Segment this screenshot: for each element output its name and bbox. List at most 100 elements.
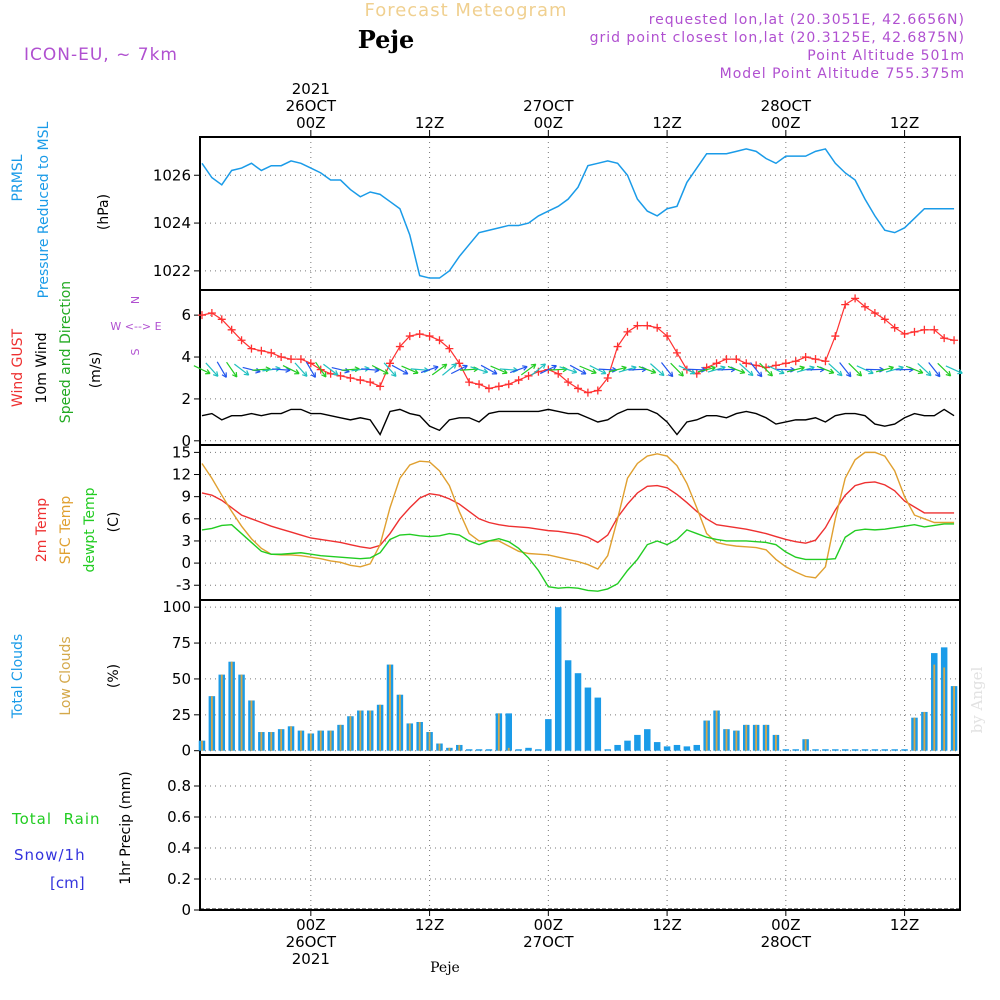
wind-arrow-shaft: [727, 365, 745, 374]
y-tick-label: 0: [181, 742, 191, 760]
pressure-line: [201, 148, 955, 279]
gust-point: [514, 376, 523, 385]
model-label: ICON-EU, ~ 7km: [24, 45, 178, 65]
y-tick-label: 1022: [153, 262, 191, 280]
low-cloud-bar: [359, 710, 362, 751]
low-cloud-bar: [953, 686, 955, 751]
wind-arrow: [650, 363, 665, 377]
gust-point: [633, 321, 642, 330]
total-cloud-bar: [465, 749, 473, 751]
wind-arrow-head: [856, 370, 863, 377]
precip-unit: 1hr Precip (mm): [118, 771, 134, 884]
low-cloud-bar: [398, 694, 401, 751]
total-cloud-bar: [564, 660, 572, 751]
bottom-time-label: 2021: [292, 950, 330, 968]
rain-label: Total Rain: [11, 810, 101, 828]
wind-arrow-shaft: [315, 361, 327, 378]
gust-point: [781, 359, 790, 368]
low-cloud-bar: [329, 730, 332, 751]
svg-text:SFC Temp: SFC Temp: [58, 496, 74, 565]
total-cloud-bar: [554, 607, 562, 751]
gust-point: [841, 300, 850, 309]
svg-text:Pressure Reduced to MSL: Pressure Reduced to MSL: [36, 121, 52, 298]
gust-point: [583, 388, 592, 397]
wind-arrow-head: [321, 371, 327, 378]
total-cloud-bar: [485, 749, 493, 751]
wind-arrow: [759, 362, 773, 377]
gust-point: [950, 336, 959, 345]
gust-point: [712, 359, 721, 368]
wind-arrow-head: [221, 372, 227, 378]
wind-arrow: [193, 365, 211, 375]
wind-arrow-head: [667, 371, 674, 378]
low-clouds-label: Low Clouds: [58, 636, 74, 715]
wind-arrow-shaft: [697, 366, 716, 373]
gust-point: [643, 321, 652, 330]
bottom-time-label: 00Z: [296, 916, 325, 934]
wind-arrow-head: [925, 370, 932, 377]
wind-arrow-head: [441, 363, 448, 370]
pressure-label: PRMSL: [10, 154, 26, 201]
wind-arrow-shaft: [856, 365, 874, 374]
wind-arrow-shaft: [361, 368, 380, 371]
wind-arrow-shaft: [531, 363, 546, 376]
gust-point: [574, 384, 583, 393]
wind-arrow-head: [482, 368, 489, 374]
wind-arrow-head: [571, 368, 578, 374]
total-cloud-bar: [841, 749, 849, 751]
gust-point: [801, 353, 810, 362]
total-cloud-bar: [644, 729, 651, 751]
wind-arrow-shaft: [216, 361, 227, 378]
wind-arrow-shaft: [272, 368, 291, 371]
bottom-time-label: 12Z: [415, 916, 444, 934]
wind-arrow-head: [779, 369, 785, 375]
gust-point: [217, 315, 226, 324]
bottom-time-label: 12Z: [652, 916, 681, 934]
wind-arrow-head: [212, 371, 219, 377]
total-cloud-bar: [822, 749, 829, 751]
low-cloud-bar: [923, 711, 926, 751]
wind-arrow-shaft: [839, 362, 852, 378]
gust-point: [207, 309, 216, 318]
wind-arrow: [282, 365, 300, 375]
gust-point: [940, 334, 949, 343]
wind-arrow-head: [413, 368, 419, 375]
wind-arrow-shaft: [661, 362, 674, 378]
total-cloud-bar: [901, 749, 908, 751]
low-cloud-bar: [270, 732, 273, 751]
y-tick-label: 0.6: [167, 808, 191, 826]
wind-arrow-head: [530, 363, 537, 370]
total-clouds-label: Total Clouds: [10, 634, 26, 719]
pressure-unit: (hPa): [96, 194, 112, 230]
total-cloud-bar: [604, 749, 611, 751]
wind-arrow-shaft: [193, 365, 211, 375]
svg-text:Wind GUST: Wind GUST: [10, 328, 26, 407]
wind-arrow-head: [658, 370, 665, 377]
wind-arrow-shaft: [242, 366, 261, 373]
wind-arrow: [848, 362, 863, 377]
low-cloud-bar: [280, 729, 283, 751]
total-cloud-bar: [673, 744, 681, 751]
wind-arrow-shaft: [650, 363, 665, 377]
wind-arrow: [739, 363, 754, 377]
wind-arrow-head: [756, 371, 763, 378]
wind-arrow-head: [600, 369, 607, 375]
wind-arrow-shaft: [499, 368, 518, 371]
wind-arrow-head: [232, 371, 238, 378]
temp2m-line: [201, 481, 955, 550]
total-cloud-bar: [812, 749, 819, 751]
gust-point: [267, 348, 276, 357]
wind-arrow-shaft: [707, 366, 726, 373]
y-tick-label: 4: [181, 348, 191, 366]
total-cloud-bar: [663, 746, 671, 751]
wind-arrow-shaft: [905, 365, 924, 374]
wind-arrow-head: [739, 368, 746, 375]
gust-point: [366, 378, 375, 387]
wind-arrow: [727, 365, 746, 375]
wind-arrow-head: [522, 365, 528, 371]
wind-arrow: [305, 361, 316, 378]
y-tick-label: 0.4: [167, 839, 191, 857]
top-time-label: 28OCT: [761, 97, 812, 115]
top-time-label: 2021: [292, 80, 330, 98]
low-cloud-bar: [775, 734, 777, 751]
